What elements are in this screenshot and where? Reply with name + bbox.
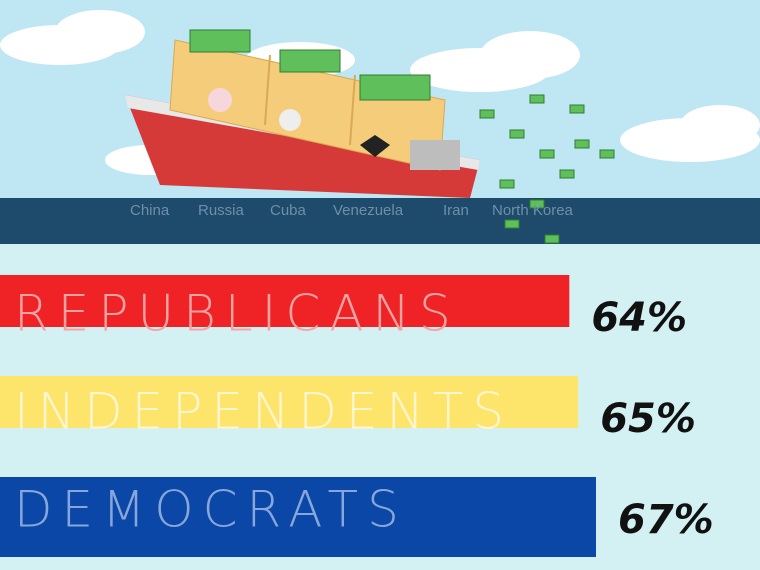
value-label: 64% (591, 295, 687, 341)
country-label: Cuba (270, 202, 307, 219)
category-label: REPUBLICANS (14, 285, 460, 343)
country-label: Russia (198, 202, 245, 219)
bar (0, 477, 596, 557)
money (189, 29, 615, 244)
country-label: Venezuela (333, 202, 404, 219)
category-label: INDEPENDENTS (14, 383, 513, 441)
bar (0, 275, 570, 327)
category-label: DEMOCRATS (14, 481, 408, 539)
country-label: China (130, 202, 170, 219)
ship (125, 39, 480, 198)
bar (0, 376, 579, 428)
water-band (0, 198, 760, 244)
country-label: Iran (443, 202, 469, 219)
clouds (0, 10, 760, 175)
value-label: 67% (618, 497, 714, 543)
value-label: 65% (600, 396, 696, 442)
country-label: North Korea (492, 202, 574, 219)
